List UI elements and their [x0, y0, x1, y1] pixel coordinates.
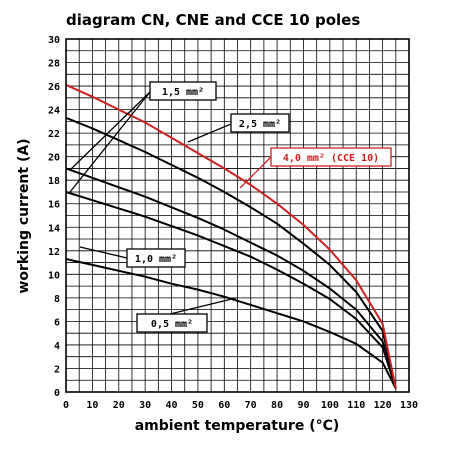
y-tick-label: 22	[48, 129, 60, 140]
y-tick-label: 26	[48, 82, 60, 93]
y-tick-label: 18	[48, 176, 60, 187]
x-tick-label: 90	[297, 400, 309, 411]
series-line-0	[65, 258, 397, 389]
callout-label-1: 1,0 mm²	[135, 254, 177, 265]
callout-leader	[187, 123, 232, 143]
x-tick-label: 100	[321, 400, 339, 411]
callout-box	[270, 147, 392, 167]
x-axis-label: ambient temperature (°C)	[135, 418, 340, 434]
y-tick-label: 14	[48, 223, 60, 234]
callout-leader	[239, 156, 272, 189]
y-tick-label: 30	[48, 35, 60, 46]
callout-label-3: 2,5 mm²	[239, 119, 281, 130]
x-tick-label: 80	[271, 400, 283, 411]
series-line-2	[65, 167, 397, 389]
x-tick-label: 30	[139, 400, 151, 411]
series-layer	[65, 83, 397, 389]
x-tick-label: 130	[400, 400, 418, 411]
chart-title: diagram CN, CNE and CCE 10 poles	[66, 11, 360, 29]
series-line-3	[65, 116, 397, 389]
callouts: 1,5 mm² 2,5 mm² 4,0 mm² (CCE 10) 1,0 mm² 0,5…	[69, 81, 392, 333]
series-line-1	[65, 191, 397, 389]
grid	[65, 38, 410, 393]
y-tick-label: 0	[54, 388, 60, 399]
callout-leader	[69, 91, 151, 171]
x-tick-label: 60	[218, 400, 230, 411]
y-tick-label: 8	[54, 294, 60, 305]
callout-leader	[69, 91, 151, 193]
y-axis-label: working current (A)	[16, 138, 32, 293]
callout-box	[126, 248, 186, 268]
y-tick-label: 24	[48, 106, 60, 117]
y-tick-label: 20	[48, 153, 60, 164]
callout-label-4: 4,0 mm² (CCE 10)	[283, 153, 379, 164]
callout-label-0: 0,5 mm²	[151, 319, 193, 330]
x-tick-label: 0	[63, 400, 69, 411]
y-tick-label: 12	[48, 247, 60, 258]
x-tick-label: 40	[166, 400, 178, 411]
x-tick-labels: 0 10 20 30 40 50 60 70 80 90 100 110 120 130	[63, 400, 418, 411]
x-tick-label: 10	[86, 400, 98, 411]
y-tick-label: 4	[54, 341, 60, 352]
callout-box	[136, 313, 208, 333]
callout-box	[149, 81, 217, 101]
x-tick-label: 50	[192, 400, 204, 411]
plot-frame	[65, 38, 410, 393]
y-tick-label: 10	[48, 270, 60, 281]
y-tick-label: 28	[48, 59, 60, 70]
y-tick-label: 2	[54, 364, 60, 375]
callout-leader	[79, 246, 128, 259]
series-line-4	[65, 83, 397, 389]
x-tick-label: 70	[245, 400, 257, 411]
x-tick-label: 110	[347, 400, 365, 411]
y-tick-label: 6	[54, 317, 60, 328]
callout-label-2: 1,5 mm²	[162, 87, 204, 98]
x-tick-label: 120	[374, 400, 392, 411]
y-tick-label: 16	[48, 200, 60, 211]
callout-leader	[169, 297, 237, 315]
callout-box	[230, 113, 290, 133]
x-tick-label: 20	[113, 400, 125, 411]
